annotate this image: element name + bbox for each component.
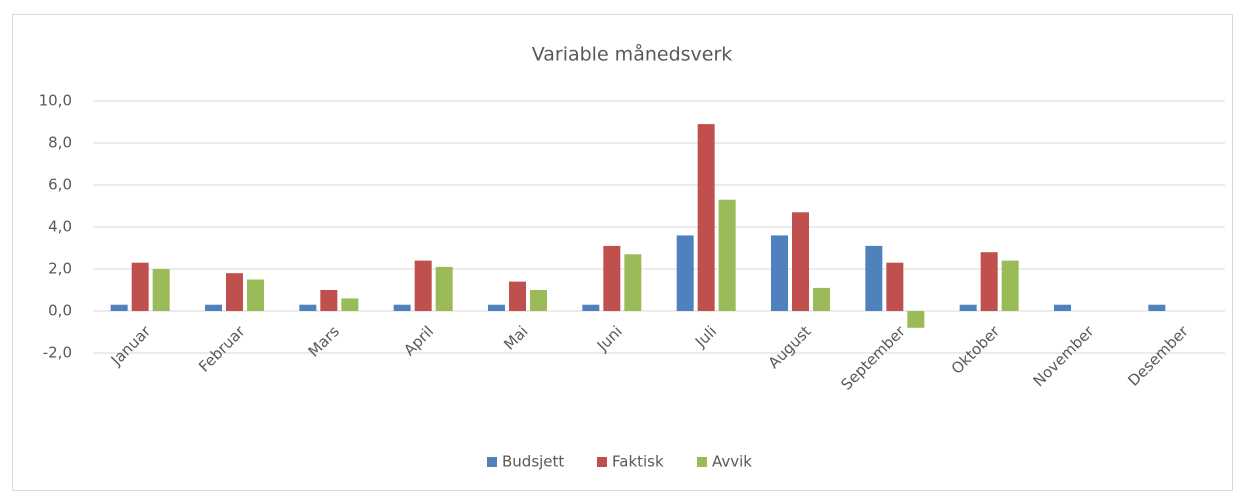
bar (205, 304, 222, 311)
y-tick-label: 0,0 (48, 302, 72, 320)
y-tick-label: -2,0 (43, 344, 72, 362)
bar (299, 304, 317, 311)
legend-swatch (487, 457, 497, 467)
legend-label: Faktisk (612, 453, 664, 471)
legend-label: Budsjett (502, 453, 564, 471)
bar (718, 199, 736, 311)
bar (603, 245, 621, 311)
bar (813, 287, 830, 311)
bar (907, 311, 925, 328)
bar (341, 298, 359, 311)
bar (131, 262, 149, 311)
bar (509, 281, 526, 311)
bar (320, 290, 338, 311)
bar (110, 304, 128, 311)
y-tick-label: 2,0 (48, 260, 72, 278)
bar (886, 262, 904, 311)
bar (959, 304, 977, 311)
bar (792, 212, 809, 311)
bar (247, 279, 264, 311)
bar (530, 290, 547, 311)
bar (414, 260, 432, 311)
bar (771, 235, 788, 311)
chart-title: Variable månedsverk (532, 43, 733, 66)
bar (393, 304, 411, 311)
bar (865, 245, 883, 311)
bar (582, 304, 600, 311)
bar (435, 266, 453, 311)
y-tick-label: 10,0 (39, 92, 72, 110)
bar (676, 235, 694, 311)
bar (152, 269, 170, 311)
bar (488, 304, 505, 311)
bar (1054, 304, 1071, 311)
y-tick-label: 8,0 (48, 134, 72, 152)
bar (980, 252, 998, 311)
legend-swatch (597, 457, 607, 467)
bar (697, 124, 715, 311)
bar (1001, 260, 1019, 311)
legend-swatch (697, 457, 707, 467)
bar (1148, 304, 1166, 311)
y-tick-label: 6,0 (48, 176, 72, 194)
bar (226, 273, 243, 311)
y-tick-label: 4,0 (48, 218, 72, 236)
bar (624, 254, 642, 311)
legend-label: Avvik (712, 453, 752, 471)
chart-border (12, 14, 1233, 491)
